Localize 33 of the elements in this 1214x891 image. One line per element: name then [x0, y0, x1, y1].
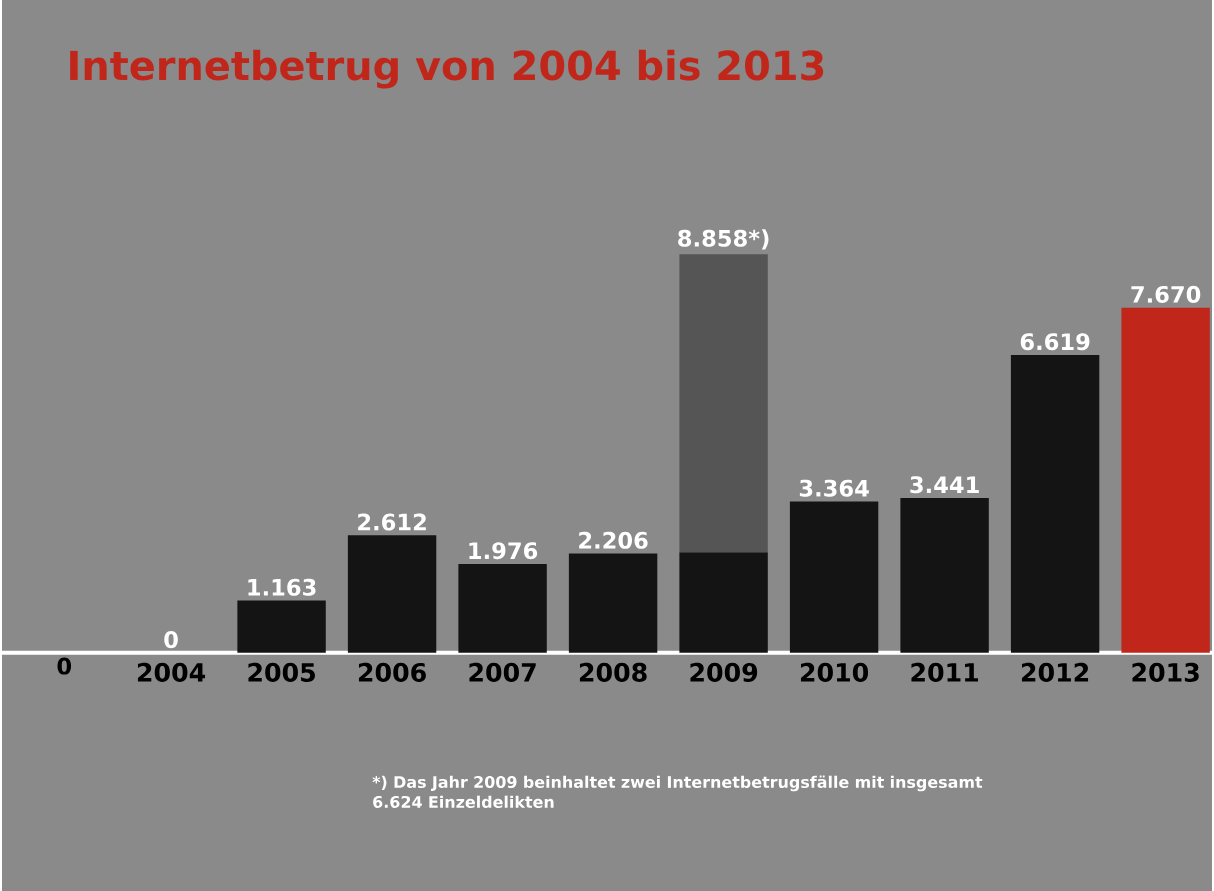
bar	[568, 553, 658, 653]
x-tick-label: 2013	[1132, 662, 1199, 682]
x-tick-label: 2006	[358, 662, 426, 682]
bar	[1010, 354, 1100, 653]
data-label: 3.364	[799, 479, 869, 497]
data-label: 3.441	[910, 476, 979, 494]
data-label: 2.206	[579, 531, 648, 549]
bar	[458, 563, 547, 653]
x-tick-label: 2010	[800, 662, 869, 682]
data-label: 0	[164, 631, 178, 649]
data-label: 1.976	[469, 542, 538, 560]
data-label: 6.619	[1020, 333, 1090, 351]
x-tick-label: 2004	[137, 662, 206, 682]
x-tick-label: 2012	[1021, 662, 1089, 682]
chart-title: Internetbetrug von 2004 bis 2013	[70, 49, 824, 89]
bar	[900, 497, 989, 653]
data-label: 1.163	[248, 578, 316, 596]
bar	[789, 501, 879, 653]
x-tick-label: 2005	[248, 662, 315, 682]
bar	[237, 600, 326, 653]
bar	[1121, 307, 1210, 653]
x-tick-label: 2007	[469, 662, 536, 682]
bar	[679, 254, 768, 553]
bar	[679, 552, 768, 653]
x-tick-label: 2009	[690, 662, 758, 682]
x-tick-label: 2011	[911, 662, 978, 682]
text: *) Das Jahr 2009 beinhaltet zwei Internetbetrugsfälle mit insgesamt 6.624 Einzeldelikten	[372, 775, 983, 808]
data-label: 2.612	[358, 513, 426, 531]
bar	[347, 535, 437, 653]
data-label: 7.670	[1131, 285, 1201, 303]
total-label: 8.858*)	[678, 229, 769, 250]
text: 0	[57, 657, 72, 675]
x-tick-label: 2008	[579, 662, 647, 682]
